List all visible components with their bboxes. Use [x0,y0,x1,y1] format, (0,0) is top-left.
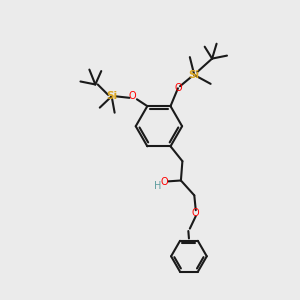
Text: O: O [160,177,168,187]
Text: Si: Si [106,91,117,101]
Text: O: O [174,83,182,93]
Text: O: O [192,208,200,218]
Text: Si: Si [189,70,200,80]
Text: O: O [129,91,136,101]
Text: H: H [154,181,162,191]
